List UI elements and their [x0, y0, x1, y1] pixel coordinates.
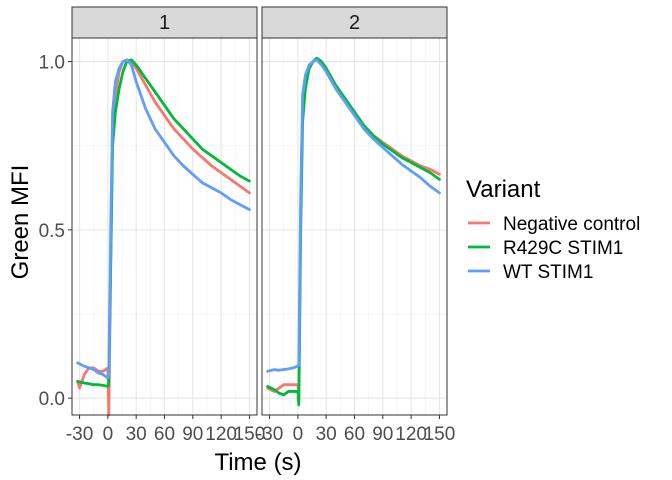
x-tick-label: 150	[234, 424, 266, 445]
legend-entry-label: WT STIM1	[503, 262, 593, 283]
y-axis-title: Green MFI	[7, 165, 34, 280]
facet-panel-2: 2	[261, 6, 448, 416]
x-tick-label: -30	[256, 424, 283, 445]
x-tick-label: 0	[293, 424, 304, 445]
facet-strip	[261, 6, 448, 39]
x-tick-label: 30	[126, 424, 147, 445]
facet-strip-label: 1	[159, 12, 170, 34]
series-line-wt-stim1	[266, 58, 441, 373]
legend-entry-label: R429C STIM1	[503, 238, 623, 259]
y-axis: 0.0 0.5 1.0	[39, 53, 72, 410]
y-tick-label: 0.5	[39, 221, 65, 242]
series-line-wt-stim1	[76, 58, 251, 380]
x-tick-label: 90	[372, 424, 393, 445]
x-tick-label: 150	[424, 424, 456, 445]
legend: Variant Negative control R429C STIM1 WT ST…	[466, 176, 640, 283]
x-tick-label: 30	[316, 424, 337, 445]
x-tick-label: 60	[154, 424, 175, 445]
legend-entry-label: Negative control	[503, 214, 640, 235]
x-tick-label: 60	[344, 424, 365, 445]
series-line-r429c-stim1	[266, 56, 441, 407]
x-tick-label: 120	[205, 424, 237, 445]
x-tick-label: 90	[182, 424, 203, 445]
facet-strip	[71, 6, 258, 39]
x-tick-label: 0	[103, 424, 114, 445]
y-tick-label: 1.0	[39, 53, 65, 74]
facet-strip-label: 2	[349, 12, 360, 34]
legend-title: Variant	[466, 176, 541, 203]
facet-panel-1: 1	[71, 6, 258, 417]
x-tick-label: 120	[395, 424, 427, 445]
x-axis-title: Time (s)	[214, 449, 301, 476]
y-tick-label: 0.0	[39, 389, 65, 410]
x-tick-label: -30	[66, 424, 93, 445]
